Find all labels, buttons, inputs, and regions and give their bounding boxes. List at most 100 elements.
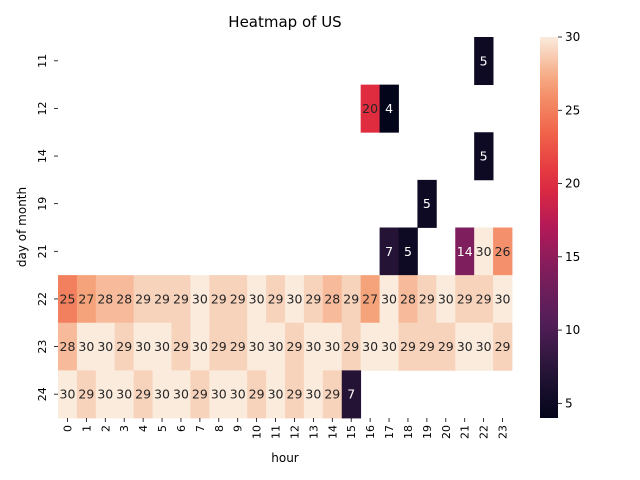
heatmap-cell [228,275,248,324]
cell-value-label: 29 [135,291,151,306]
heatmap-cell [341,275,362,324]
cell-value-label: 30 [60,387,76,402]
x-tick-label: 6 [175,425,188,432]
heatmap-cell [474,322,494,371]
heatmap-cell [398,275,418,324]
cell-value-label: 29 [457,291,473,306]
cell-value-label: 30 [97,339,113,354]
heatmap-cell [76,370,97,419]
cell-value-label: 29 [400,339,416,354]
cell-value-label: 20 [362,101,378,116]
x-tick-label: 21 [459,425,472,439]
cell-value-label: 29 [211,339,227,354]
heatmap-cell [360,322,380,371]
cell-value-label: 30 [381,339,397,354]
cell-value-label: 5 [480,149,488,164]
x-tick-label: 11 [270,425,283,439]
heatmap-cell [379,84,399,133]
cell-value-label: 30 [78,339,94,354]
heatmap-cell [303,275,324,324]
heatmap-cell [190,275,210,324]
heatmap-cell [303,322,324,371]
cell-value-label: 30 [268,339,284,354]
y-tick-label: 14 [36,149,49,163]
colorbar-tick-label: 15 [565,250,580,264]
cell-value-label: 30 [211,387,227,402]
heatmap-cell [247,275,267,324]
cell-value-label: 29 [78,387,94,402]
heatmap-cell [436,322,456,371]
cell-value-label: 30 [457,339,473,354]
cell-value-label: 29 [230,339,246,354]
cell-value-label: 30 [97,387,113,402]
y-axis-label: day of month [15,187,29,267]
colorbar-gradient [540,37,558,418]
y-axis-ticks: 11 12 14 19 21 22 23 24 [36,54,58,401]
y-tick-label: 19 [36,197,49,211]
x-tick-label: 12 [288,425,301,439]
cell-value-label: 7 [385,244,393,259]
cell-value-label: 30 [230,387,246,402]
cell-value-label: 27 [362,291,378,306]
heatmap-cell [379,322,399,371]
cell-value-label: 29 [419,291,435,306]
heatmap-cell [114,370,135,419]
heatmap-cell [171,275,191,324]
heatmap-cell [436,275,456,324]
cell-value-label: 30 [362,339,378,354]
heatmap-cell [341,370,362,419]
heatmap-cell [76,275,97,324]
heatmap-cell [247,322,267,371]
cell-value-label: 28 [324,291,340,306]
heatmap-cell [455,322,475,371]
x-tick-label: 14 [326,425,339,439]
heatmap-cell [322,370,343,419]
x-tick-label: 7 [194,425,207,432]
cell-value-label: 14 [457,244,473,259]
x-tick-label: 22 [478,425,491,439]
cell-value-label: 30 [192,291,208,306]
cell-value-label: 30 [438,291,454,306]
heatmap-cell [455,275,475,324]
cell-value-label: 30 [381,291,397,306]
cell-value-label: 30 [154,387,170,402]
y-tick-label: 12 [36,101,49,115]
cell-value-label: 30 [305,387,321,402]
heatmap-cell [190,370,210,419]
cell-value-label: 27 [78,291,94,306]
colorbar: 5 10 15 20 25 30 [540,30,580,418]
cell-value-label: 30 [154,339,170,354]
cell-value-label: 29 [211,291,227,306]
x-tick-label: 8 [213,425,226,432]
heatmap-cell [58,275,78,324]
heatmap-cell [474,227,494,276]
cell-value-label: 30 [476,244,492,259]
cell-value-label: 30 [324,339,340,354]
cell-value-label: 29 [419,339,435,354]
heatmap-cell [190,322,210,371]
heatmap-cell [417,179,437,228]
x-tick-label: 1 [80,425,93,432]
x-axis-ticks: 0 1 2 3 4 5 6 7 8 9 10 11 12 13 14 15 16 17 18 19 20 21 22 23 [61,418,510,439]
cell-value-label: 5 [480,53,488,68]
heatmap-cell [303,370,324,419]
x-tick-label: 4 [137,425,150,432]
cell-value-label: 29 [192,387,208,402]
heatmap-cell [209,322,229,371]
cell-value-label: 29 [173,339,189,354]
y-tick-label: 23 [36,340,49,354]
cell-value-label: 30 [173,387,189,402]
cell-value-label: 29 [249,387,265,402]
heatmap-cell [266,322,286,371]
heatmap-cell [341,322,362,371]
heatmap-cell [114,322,135,371]
x-tick-label: 19 [421,425,434,439]
heatmap-cell [152,370,172,419]
heatmap-cell [209,275,229,324]
heatmap-cell [322,322,343,371]
heatmap-cell [285,370,305,419]
heatmap-cell [322,275,343,324]
heatmap-cell [228,322,248,371]
colorbar-tick-label: 5 [565,396,573,410]
